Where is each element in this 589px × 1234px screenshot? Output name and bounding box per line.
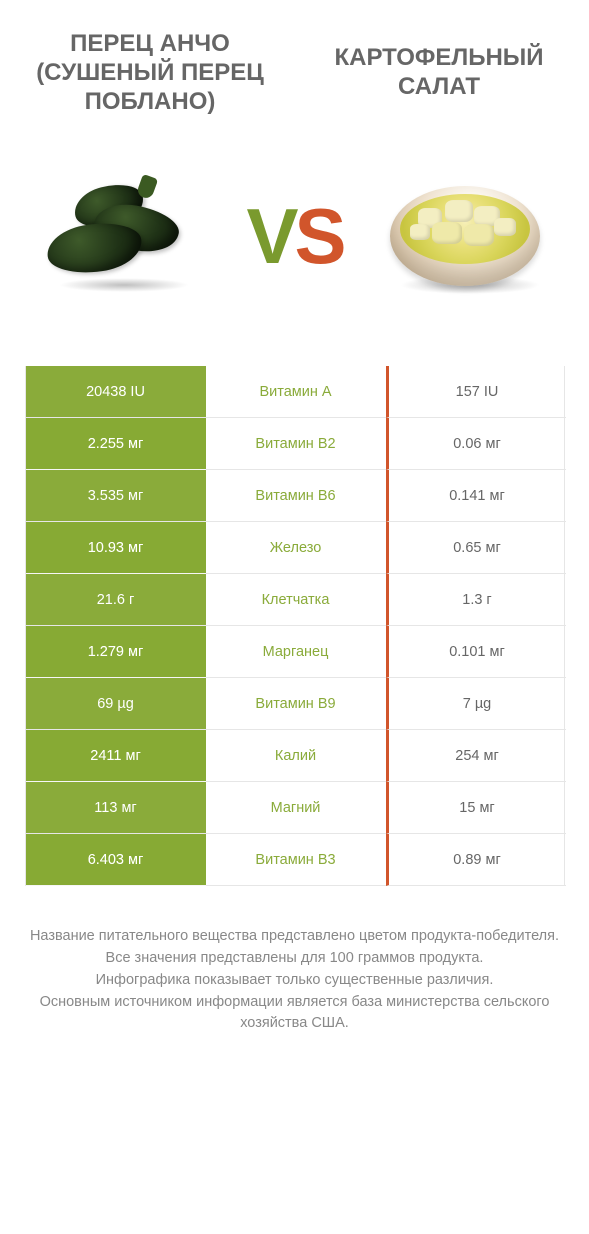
table-row: 113 мгМагний15 мг (26, 782, 564, 834)
nutrient-name: Железо (206, 522, 386, 574)
table-row: 2411 мгКалий254 мг (26, 730, 564, 782)
left-value: 20438 IU (26, 366, 206, 418)
footer-line: Все значения представлены для 100 граммо… (25, 948, 565, 970)
table-row: 1.279 мгМарганец0.101 мг (26, 626, 564, 678)
left-value: 69 µg (26, 678, 206, 730)
nutrient-name: Клетчатка (206, 574, 386, 626)
left-value: 6.403 мг (26, 834, 206, 886)
comparison-table: 20438 IUВитамин A157 IU2.255 мгВитамин B… (25, 366, 565, 886)
table-row: 21.6 гКлетчатка1.3 г (26, 574, 564, 626)
footer-notes: Название питательного вещества представл… (25, 926, 565, 1035)
salad-image (380, 176, 550, 296)
vs-s: S (294, 192, 342, 280)
pepper-image (39, 176, 209, 296)
title-right: КАРТОФЕЛЬНЫЙ САЛАТ (309, 44, 569, 102)
title-left: ПЕРЕЦ АНЧО (СУШЕНЫЙ ПЕРЕЦ ПОБЛАНО) (20, 30, 280, 116)
titles-row: ПЕРЕЦ АНЧО (СУШЕНЫЙ ПЕРЕЦ ПОБЛАНО) КАРТО… (0, 0, 589, 126)
table-row: 10.93 мгЖелезо0.65 мг (26, 522, 564, 574)
nutrient-name: Витамин B3 (206, 834, 386, 886)
footer-line: Основным источником информации является … (25, 992, 565, 1036)
right-value: 0.65 мг (386, 522, 566, 574)
left-value: 113 мг (26, 782, 206, 834)
vs-v: V (246, 192, 294, 280)
right-value: 0.06 мг (386, 418, 566, 470)
nutrient-name: Калий (206, 730, 386, 782)
left-value: 3.535 мг (26, 470, 206, 522)
images-row: VS (0, 126, 589, 366)
nutrient-name: Витамин B2 (206, 418, 386, 470)
nutrient-name: Магний (206, 782, 386, 834)
footer-line: Название питательного вещества представл… (25, 926, 565, 948)
left-value: 2411 мг (26, 730, 206, 782)
right-value: 0.101 мг (386, 626, 566, 678)
nutrient-name: Марганец (206, 626, 386, 678)
left-value: 1.279 мг (26, 626, 206, 678)
right-value: 0.89 мг (386, 834, 566, 886)
table-row: 2.255 мгВитамин B20.06 мг (26, 418, 564, 470)
nutrient-name: Витамин B9 (206, 678, 386, 730)
table-row: 20438 IUВитамин A157 IU (26, 366, 564, 418)
right-value: 1.3 г (386, 574, 566, 626)
table-row: 69 µgВитамин B97 µg (26, 678, 564, 730)
table-row: 3.535 мгВитамин B60.141 мг (26, 470, 564, 522)
left-value: 21.6 г (26, 574, 206, 626)
right-value: 0.141 мг (386, 470, 566, 522)
footer-line: Инфографика показывает только существенн… (25, 970, 565, 992)
right-value: 157 IU (386, 366, 566, 418)
left-value: 10.93 мг (26, 522, 206, 574)
right-value: 254 мг (386, 730, 566, 782)
table-row: 6.403 мгВитамин B30.89 мг (26, 834, 564, 886)
vs-label: VS (246, 191, 342, 282)
nutrient-name: Витамин B6 (206, 470, 386, 522)
right-value: 15 мг (386, 782, 566, 834)
nutrient-name: Витамин A (206, 366, 386, 418)
left-value: 2.255 мг (26, 418, 206, 470)
right-value: 7 µg (386, 678, 566, 730)
